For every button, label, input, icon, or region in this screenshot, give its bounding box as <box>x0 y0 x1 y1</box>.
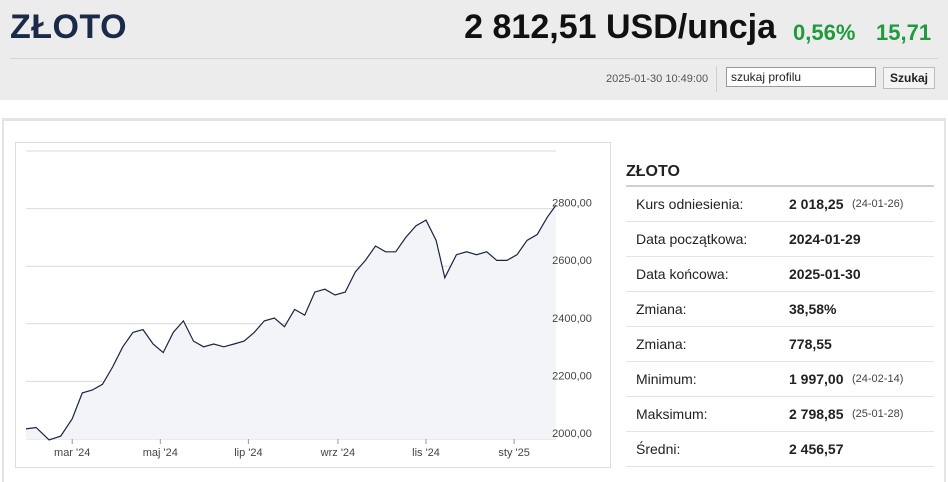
info-row-label: Data początkowa: <box>636 231 748 247</box>
chart-svg: 2800,00 2600,00 2400,00 2200,00 2000,00 mar … <box>25 150 592 459</box>
info-row: Minimum: 1 997,00 (24-02-14) <box>626 362 934 397</box>
info-row-value: 2025-01-30 <box>789 266 861 282</box>
info-panel: ZŁOTO Kurs odniesienia: 2 018,25 (24-01-26… <box>626 163 934 467</box>
info-row-date: (25-01-28) <box>852 408 904 420</box>
header-bar: ZŁOTO 2 812,51 USD/uncja 0,56% 15,71 202… <box>0 0 948 100</box>
x-tick-label: sty '25 <box>498 447 529 459</box>
search-separator <box>716 66 717 92</box>
info-row-label: Minimum: <box>636 371 697 387</box>
header-divider <box>10 58 938 59</box>
info-row: Zmiana: 38,58% <box>626 292 934 327</box>
info-row-value: 2 798,85 <box>789 406 844 422</box>
price-value: 2 812,51 USD/uncja <box>464 8 776 46</box>
info-row: Data początkowa: 2024-01-29 <box>626 222 934 257</box>
info-row: Średni: 2 456,57 <box>626 432 934 467</box>
y-tick-label: 2800,00 <box>552 198 592 210</box>
chart-area <box>26 205 556 440</box>
search-button[interactable]: Szukaj <box>883 67 935 89</box>
info-row: Maksimum: 2 798,85 (25-01-28) <box>626 397 934 432</box>
search-input[interactable] <box>726 67 876 87</box>
price-chart: 2800,00 2600,00 2400,00 2200,00 2000,00 mar … <box>15 142 611 468</box>
y-tick-label: 2200,00 <box>552 370 592 382</box>
info-title: ZŁOTO <box>626 163 680 180</box>
info-title-divider <box>626 185 934 187</box>
y-tick-label: 2000,00 <box>552 428 592 440</box>
info-row-label: Kurs odniesienia: <box>636 196 744 212</box>
x-tick-label: maj '24 <box>143 447 178 459</box>
timestamp: 2025-01-30 10:49:00 <box>606 73 709 85</box>
info-row: Zmiana: 778,55 <box>626 327 934 362</box>
info-row-label: Średni: <box>636 441 681 457</box>
info-row-value: 778,55 <box>789 336 832 352</box>
x-tick-label: wrz '24 <box>320 447 356 459</box>
info-row-value: 38,58% <box>789 301 837 317</box>
y-tick-label: 2600,00 <box>552 255 592 267</box>
x-tick-label: lis '24 <box>412 447 440 459</box>
y-tick-label: 2400,00 <box>552 313 592 325</box>
info-row-label: Zmiana: <box>636 301 687 317</box>
info-row-value: 1 997,00 <box>789 371 844 387</box>
page-title: ZŁOTO <box>10 8 128 46</box>
info-row-value: 2 456,57 <box>789 441 844 457</box>
info-row: Data końcowa: 2025-01-30 <box>626 257 934 292</box>
info-row-value: 2024-01-29 <box>789 231 861 247</box>
info-row-label: Data końcowa: <box>636 266 729 282</box>
change-absolute: 15,71 <box>876 20 932 45</box>
x-tick-label: mar '24 <box>54 447 90 459</box>
change-percent: 0,56% <box>793 20 856 45</box>
info-row-date: (24-01-26) <box>852 198 904 210</box>
chart-line <box>25 204 557 441</box>
info-row-date: (24-02-14) <box>852 373 904 385</box>
info-row-value: 2 018,25 <box>789 196 844 212</box>
info-row-label: Maksimum: <box>636 406 708 422</box>
x-tick-label: lip '24 <box>234 447 262 459</box>
info-row-label: Zmiana: <box>636 336 687 352</box>
info-row: Kurs odniesienia: 2 018,25 (24-01-26) <box>626 187 934 222</box>
